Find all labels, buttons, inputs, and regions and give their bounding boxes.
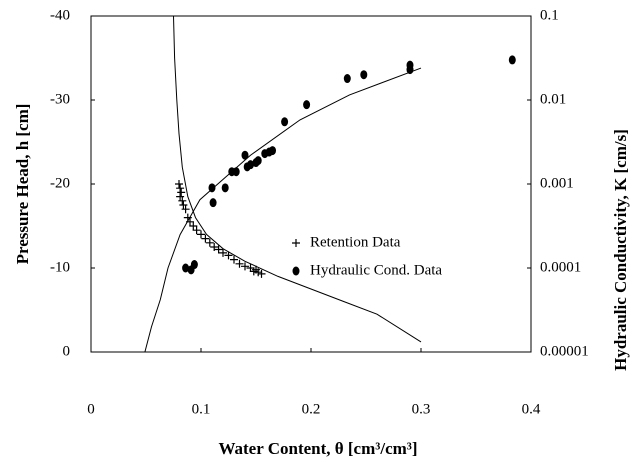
plus-marker [201, 234, 210, 243]
plus-marker [189, 222, 198, 230]
plus-marker [254, 268, 263, 277]
ellipse-marker [209, 198, 217, 208]
y-tick-label: -40 [50, 7, 70, 23]
legend-label: Hydraulic Cond. Data [310, 262, 442, 278]
x-tick-label: 0.3 [412, 401, 431, 417]
legend-label: Retention Data [310, 234, 401, 250]
y2-tick-label: 0.1 [540, 7, 559, 23]
ellipse-marker [303, 100, 311, 110]
y-tick-label: -10 [50, 259, 70, 275]
plus-marker [219, 248, 227, 257]
plus-marker [181, 205, 190, 214]
plus-marker [197, 230, 205, 239]
plus-marker [257, 269, 266, 278]
ellipse-marker [269, 146, 276, 156]
ellipse-marker [221, 183, 229, 193]
plus-marker [179, 201, 188, 209]
ellipse-marker [360, 70, 368, 80]
plus-marker [246, 264, 255, 272]
x-tick-label: 0.2 [302, 401, 321, 417]
plot-frame [90, 15, 532, 353]
y2-tick-label: 0.01 [540, 91, 566, 107]
ellipse-marker [254, 156, 262, 166]
plus-marker [192, 226, 201, 235]
y-axis-title: Pressure Head, h [cm] [13, 104, 32, 265]
ellipse-marker [241, 150, 249, 160]
ellipse-marker [182, 263, 190, 273]
plus-marker [214, 245, 223, 254]
plus-marker [176, 184, 185, 193]
plus-marker [230, 255, 238, 264]
x-tick-label: 0 [87, 401, 95, 417]
plus-marker [241, 262, 249, 271]
ellipse-marker [247, 160, 254, 170]
x-tick-label: 0.1 [192, 401, 211, 417]
y-tick-label: 0 [63, 343, 71, 359]
plus-marker [224, 251, 233, 260]
legend-marker [292, 239, 300, 247]
ellipse-marker [343, 74, 351, 84]
plus-marker [177, 188, 186, 197]
ellipse-marker [508, 55, 516, 65]
y2-tick-label: 0.0001 [540, 259, 581, 275]
plus-marker [176, 192, 185, 201]
plus-marker [235, 259, 244, 268]
plus-marker [205, 238, 214, 247]
fit-curve [173, 15, 422, 343]
ellipse-marker [232, 167, 240, 177]
plus-marker [210, 243, 219, 251]
y2-tick-label: 0.001 [540, 175, 574, 191]
x-tick-label: 0.4 [522, 401, 541, 417]
ellipse-marker [190, 260, 198, 270]
fit-curve [144, 67, 422, 353]
plus-marker [178, 196, 187, 205]
x-axis-title: Water Content, θ [cm³/cm³] [218, 439, 417, 458]
y2-tick-label: 0.00001 [540, 343, 589, 359]
legend-marker [292, 266, 300, 276]
y-tick-label: -20 [50, 175, 70, 191]
ellipse-marker [281, 117, 289, 127]
plus-marker [249, 267, 258, 276]
plus-marker [175, 180, 183, 188]
y2-axis-title: Hydraulic Conductivity, K [cm/s] [611, 129, 630, 371]
y-tick-label: -30 [50, 91, 70, 107]
